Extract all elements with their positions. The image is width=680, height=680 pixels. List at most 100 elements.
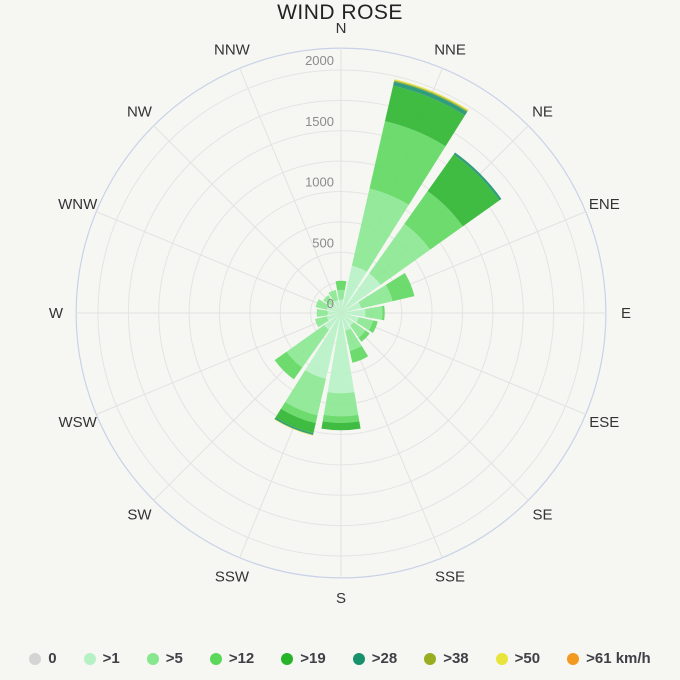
petal-segment-ENE->12 [385, 272, 415, 302]
legend-swatch-icon [146, 652, 159, 665]
legend-item--28[interactable]: >28 [352, 650, 398, 667]
legend-item--61-km-h[interactable]: >61 km/h [567, 650, 651, 667]
petal-segment-E->12 [381, 305, 385, 321]
legend-item--38[interactable]: >38 [424, 650, 469, 667]
legend-swatch-icon [567, 652, 580, 665]
radial-tick-0: 0 [327, 296, 334, 311]
petal-segment-NNE->28 [393, 81, 468, 116]
petal-segment-S->5 [323, 392, 359, 417]
chart-title: WIND ROSE [277, 1, 403, 24]
legend-label: >19 [300, 650, 326, 667]
petal-E[interactable] [341, 305, 385, 321]
legend-swatch-icon [209, 652, 222, 665]
radial-tick-2000: 2000 [305, 53, 334, 68]
petal-segment-SSW->12 [280, 402, 318, 424]
petal-segment-SE->1 [341, 313, 354, 326]
petal-segment-SW->1 [324, 313, 341, 330]
grid-spoke-WNW [96, 211, 342, 314]
petal-ESE[interactable] [341, 313, 378, 334]
petal-segment-NE->28 [453, 152, 502, 201]
legend-label: >28 [371, 650, 398, 667]
petal-segment-ESE->12 [368, 320, 378, 334]
legend-swatch-icon [281, 652, 294, 665]
petal-segment-S->12 [322, 414, 360, 423]
grid-spoke-SE [340, 312, 529, 501]
direction-labels: N NNE NE ENE E ESE SE SSE S SSW SW WSW W WNW NW NNW [49, 20, 631, 607]
petal-segment-E->5 [364, 306, 383, 320]
legend-swatch-icon [352, 652, 365, 665]
legend-label: >61 km/h [586, 650, 651, 667]
direction-label-WSW: WSW [59, 414, 98, 431]
petal-segment-ENE->1 [341, 302, 362, 313]
radial-tick-1000: 1000 [305, 175, 334, 190]
legend-item--1[interactable]: >1 [83, 650, 120, 667]
direction-label-NE: NE [532, 103, 553, 120]
petal-segment-WSW->1 [326, 313, 341, 321]
petal-NNE[interactable] [341, 79, 469, 313]
petal-segment-NE->1 [341, 273, 381, 313]
petal-segment-N->5 [337, 289, 345, 300]
direction-label-ESE: ESE [589, 414, 619, 431]
petal-segment-NNW->5 [328, 289, 339, 302]
petal-NNW[interactable] [328, 289, 341, 313]
radial-tick-1500: 1500 [305, 114, 334, 129]
direction-label-SSW: SSW [215, 568, 250, 585]
grid-spoke-NNW [239, 68, 342, 314]
legend-label: >5 [165, 650, 183, 667]
petal-segment-N->12 [335, 280, 347, 291]
radial-tick-500: 500 [312, 235, 334, 250]
petal-segment-WSW->5 [314, 316, 329, 328]
direction-label-E: E [621, 305, 631, 322]
legend-swatch-icon [83, 652, 96, 665]
direction-label-ENE: ENE [589, 196, 620, 213]
legend-swatch-icon [29, 652, 42, 665]
petal-NW[interactable] [323, 295, 341, 313]
legend-swatch-icon [424, 652, 437, 665]
petal-segment-W->1 [327, 310, 341, 316]
petal-SSE[interactable] [341, 313, 369, 363]
petal-segment-NE->12 [404, 191, 463, 250]
petal-segment-NE->5 [369, 223, 431, 285]
petal-segment-SSE->5 [345, 328, 362, 351]
petal-segment-NNE->12 [369, 121, 446, 205]
petal-segment-E->1 [341, 308, 366, 318]
petal-SSW[interactable] [274, 313, 341, 436]
petal-SE[interactable] [341, 313, 370, 342]
petal-W[interactable] [316, 308, 341, 318]
petal-segment-WNW->1 [326, 305, 341, 313]
petal-segment-NW->5 [323, 295, 334, 306]
petal-segment-ENE->5 [358, 284, 393, 309]
direction-label-N: N [336, 20, 347, 37]
direction-label-SE: SE [533, 507, 553, 524]
petal-segment-WNW->5 [315, 299, 329, 310]
grid-spoke-WSW [96, 312, 342, 415]
petal-SW[interactable] [274, 313, 341, 380]
direction-label-NW: NW [127, 103, 153, 120]
direction-label-W: W [49, 305, 64, 322]
petal-N[interactable] [335, 280, 347, 313]
petal-segment-N->1 [338, 299, 344, 313]
direction-label-NNW: NNW [214, 42, 251, 59]
petal-S[interactable] [321, 313, 361, 431]
direction-label-S: S [336, 590, 346, 607]
petal-segment-ESE->1 [341, 313, 359, 323]
legend-item--5[interactable]: >5 [146, 650, 183, 667]
petal-segment-S->1 [327, 313, 355, 394]
legend-item--12[interactable]: >12 [209, 650, 255, 667]
legend-item--50[interactable]: >50 [495, 650, 540, 667]
legend-item--19[interactable]: >19 [281, 650, 326, 667]
direction-label-SW: SW [127, 507, 152, 524]
legend-label: >1 [102, 650, 120, 667]
petal-NE[interactable] [341, 152, 502, 313]
legend-label: >12 [228, 650, 255, 667]
petal-segment-SW->5 [286, 324, 330, 368]
petal-segment-W->5 [316, 308, 328, 318]
petal-WSW[interactable] [314, 313, 341, 328]
petal-segment-SSW->28 [274, 417, 314, 435]
petal-segment-SSW->19 [275, 408, 316, 434]
legend-item-0[interactable]: 0 [29, 650, 57, 667]
petal-ENE[interactable] [341, 272, 415, 313]
petal-WNW[interactable] [315, 299, 341, 313]
